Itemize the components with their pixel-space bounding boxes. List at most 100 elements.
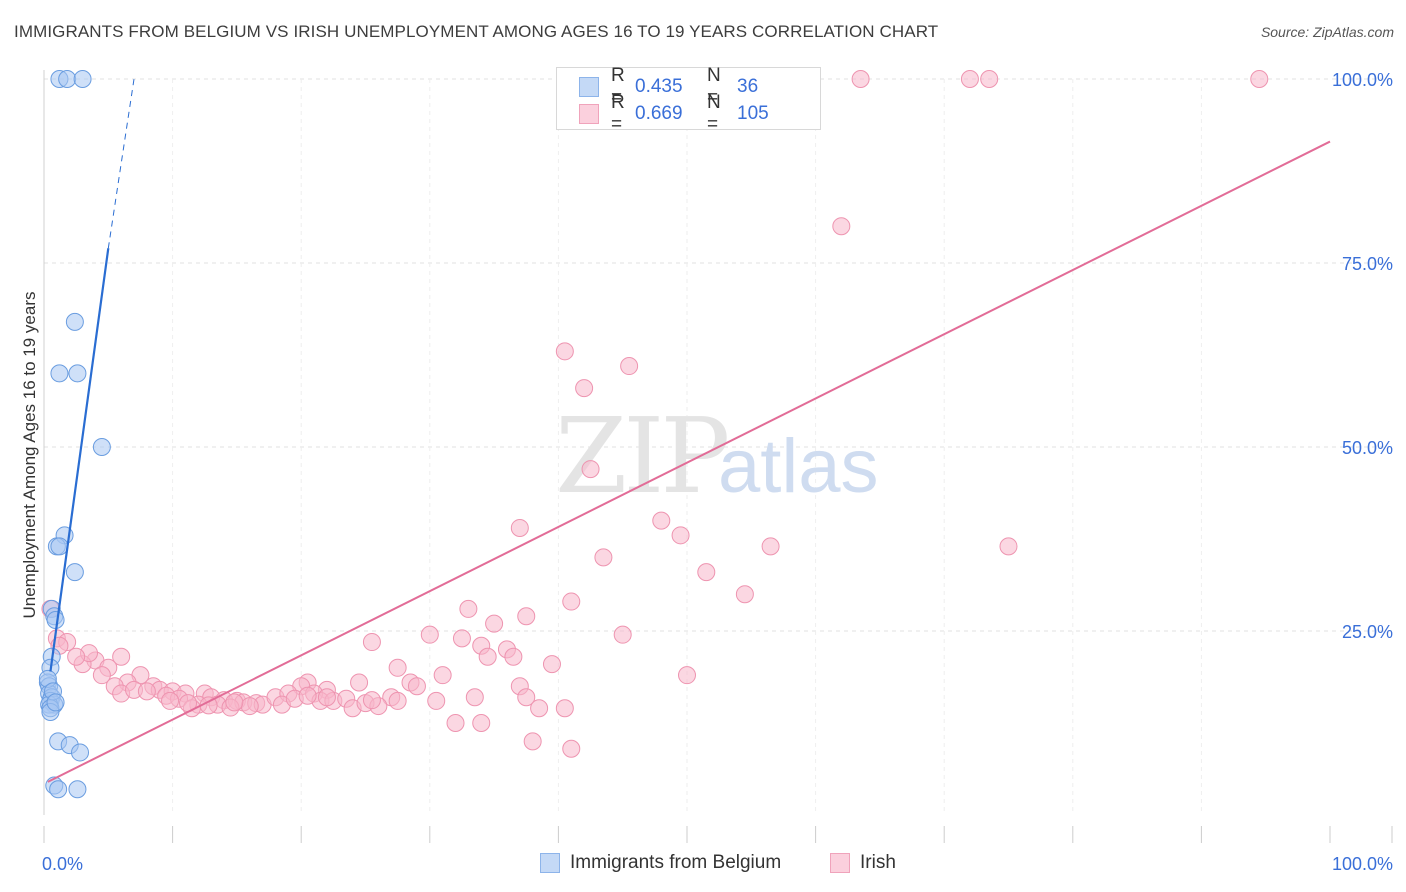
irish-point <box>671 526 690 545</box>
belgium-point <box>50 537 69 556</box>
irish-points <box>41 70 1269 758</box>
irish-point <box>433 666 452 685</box>
irish-point <box>530 699 549 718</box>
irish-point <box>362 633 381 652</box>
irish-point <box>960 70 979 88</box>
legend-r-value: 0.435 <box>635 76 683 97</box>
legend-row-belgium: R = 0.435 N = 36 <box>579 65 759 108</box>
irish-point <box>652 511 671 530</box>
irish-point <box>555 342 574 361</box>
correlation-legend: R = 0.435 N = 36 R = 0.669 N = 105 <box>556 65 821 135</box>
belgium-points <box>38 70 111 799</box>
irish-point <box>452 629 471 648</box>
y-tick-label: 50.0% <box>1342 438 1393 458</box>
irish-point <box>446 714 465 732</box>
legend-label-irish: Irish <box>860 852 896 873</box>
source-label: Source: ZipAtlas.com <box>1260 24 1394 40</box>
irish-point <box>542 655 561 674</box>
belgium-point <box>49 780 68 799</box>
irish-point <box>362 691 381 710</box>
belgium-point <box>65 312 84 331</box>
irish-point <box>851 70 870 88</box>
legend-r-label: R = <box>611 65 625 108</box>
irish-point <box>620 357 639 376</box>
irish-point <box>388 658 407 677</box>
irish-point <box>350 673 369 692</box>
watermark: ZIP atlas <box>555 395 879 517</box>
legend-r-label: R = <box>611 92 625 135</box>
belgium-point <box>50 364 69 383</box>
watermark-atlas: atlas <box>718 424 879 509</box>
belgium-point <box>71 743 90 762</box>
belgium-point <box>65 563 84 582</box>
y-axis-label: Unemployment Among Ages 16 to 19 years <box>20 291 39 619</box>
irish-point <box>980 70 999 88</box>
irish-point <box>472 714 491 732</box>
irish-point <box>504 647 523 666</box>
irish-point <box>575 379 594 398</box>
irish-point <box>465 688 484 707</box>
irish-point <box>388 691 407 710</box>
irish-point <box>562 739 581 758</box>
legend-item-belgium[interactable]: Immigrants from Belgium <box>540 852 781 874</box>
irish-point <box>298 686 317 705</box>
irish-point <box>581 460 600 479</box>
belgium-trend-line <box>49 248 110 672</box>
y-tick-label: 75.0% <box>1342 254 1393 274</box>
x-tick-label: 0.0% <box>42 854 83 874</box>
irish-point <box>407 677 426 696</box>
irish-point <box>832 217 851 236</box>
belgium-point <box>68 364 87 383</box>
irish-point <box>427 691 446 710</box>
irish-trend-line <box>47 140 1331 783</box>
y-tick-label: 25.0% <box>1342 622 1393 642</box>
legend-n-value: 36 <box>737 76 759 97</box>
irish-point <box>1250 70 1269 88</box>
trend-lines <box>47 78 1331 783</box>
legend-r-value: 0.669 <box>635 103 683 124</box>
irish-point <box>562 592 581 611</box>
irish-point <box>161 691 180 710</box>
irish-point <box>517 607 536 626</box>
irish-point <box>523 732 542 751</box>
irish-point <box>735 585 754 604</box>
irish-point <box>317 688 336 707</box>
irish-point <box>510 518 529 537</box>
tick-labels: 25.0% 50.0% 75.0% 100.0% 0.0% 100.0% <box>42 70 1393 874</box>
irish-point <box>761 537 780 556</box>
irish-point <box>594 548 613 567</box>
legend-swatch-irish <box>830 853 850 873</box>
irish-point <box>240 697 259 716</box>
irish-point <box>517 688 536 707</box>
legend-n-label: N = <box>707 92 721 135</box>
irish-point <box>459 599 478 618</box>
irish-point <box>225 693 244 712</box>
irish-point <box>485 614 504 633</box>
irish-point <box>555 699 574 718</box>
belgium-point <box>73 70 92 88</box>
legend-swatch-belgium <box>579 77 599 97</box>
belgium-point <box>92 438 111 456</box>
legend-swatch-irish <box>579 104 599 124</box>
irish-point <box>697 563 716 582</box>
series-legend: Immigrants from Belgium Irish <box>0 852 1406 878</box>
x-tick-label: 100.0% <box>1332 854 1393 874</box>
irish-point <box>678 666 696 685</box>
irish-point <box>112 647 131 666</box>
legend-label-belgium: Immigrants from Belgium <box>570 852 782 873</box>
irish-point <box>613 625 632 644</box>
legend-n-value: 105 <box>737 103 769 124</box>
y-tick-label: 100.0% <box>1332 70 1393 90</box>
irish-point <box>92 666 111 685</box>
legend-n-label: N = <box>707 65 721 108</box>
belgium-point <box>46 693 65 712</box>
chart-title: IMMIGRANTS FROM BELGIUM VS IRISH UNEMPLO… <box>14 22 939 41</box>
irish-point <box>420 625 439 644</box>
belgium-point <box>58 70 77 88</box>
belgium-point <box>68 780 87 799</box>
legend-swatch-belgium <box>540 853 560 873</box>
legend-item-irish[interactable]: Irish <box>830 852 896 874</box>
irish-point <box>67 647 86 666</box>
belgium-trend-extension <box>107 78 135 249</box>
